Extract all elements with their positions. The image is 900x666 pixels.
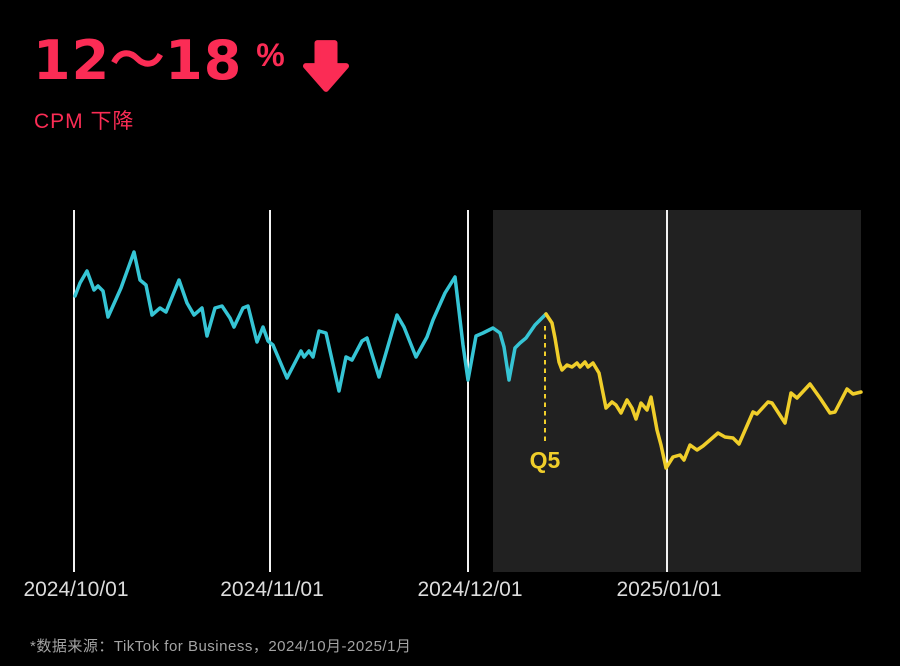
headline: 12～18 % (33, 34, 349, 92)
series-q5-period (544, 312, 863, 470)
series-pre-q5 (73, 250, 548, 393)
x-tick-label: 2025/01/01 (616, 578, 721, 601)
headline-value: 12～18 (33, 29, 243, 92)
x-tick-label: 2024/12/01 (417, 578, 522, 601)
q5-highlight-region (493, 210, 861, 572)
down-arrow-icon (302, 40, 349, 92)
x-tick-label: 2024/10/01 (23, 578, 128, 601)
percent-sign: % (256, 37, 285, 73)
x-tick-label: 2024/11/01 (220, 578, 324, 601)
headline-subtitle: CPM 下降 (34, 110, 135, 133)
data-source-note: *数据来源：TikTok for Business，2024/10月-2025/… (30, 638, 412, 655)
q5-annotation-label: Q5 (530, 447, 561, 473)
